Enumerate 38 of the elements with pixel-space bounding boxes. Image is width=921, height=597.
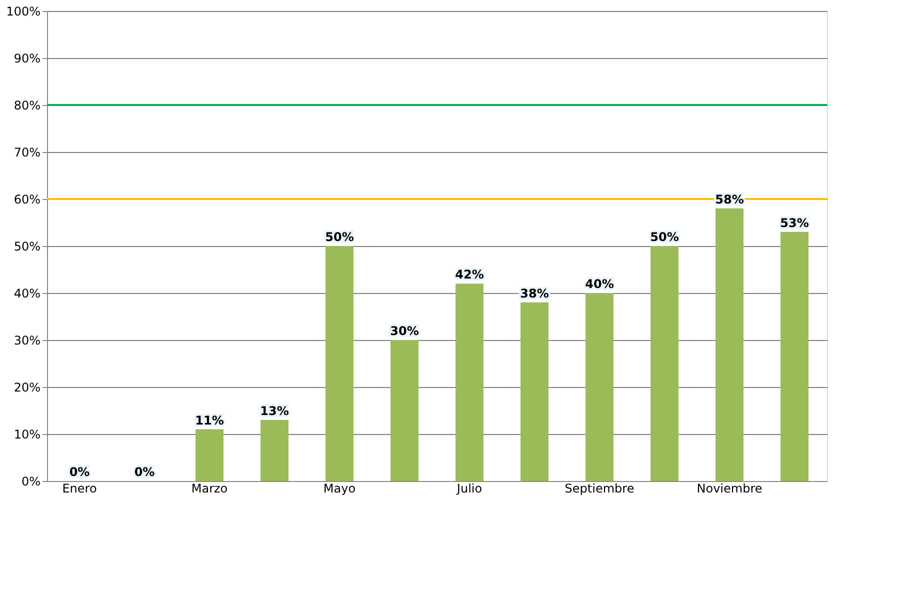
x-tick-label: Mayo <box>323 482 356 496</box>
bar <box>520 302 548 481</box>
bar <box>456 284 484 481</box>
x-tick-label: Enero <box>62 482 97 496</box>
y-tick-label: 70% <box>14 146 40 160</box>
data-label: 0% <box>134 465 155 479</box>
bar <box>586 293 614 481</box>
data-label: 50% <box>650 230 679 244</box>
x-tick-label: Julio <box>456 482 482 496</box>
bar <box>780 232 808 481</box>
data-label: 11% <box>195 413 224 428</box>
bar <box>260 420 288 481</box>
data-label: 13% <box>260 404 289 418</box>
y-tick-label: 20% <box>14 380 40 394</box>
y-tick-label: 50% <box>14 240 40 254</box>
data-label: 0% <box>69 465 90 479</box>
bar <box>326 246 354 481</box>
data-label: 53% <box>780 216 809 230</box>
y-tick-label: 100% <box>6 4 40 18</box>
bar <box>650 246 678 481</box>
bar <box>390 340 418 481</box>
x-tick-label: Septiembre <box>564 482 634 496</box>
x-tick-label: Noviembre <box>696 482 762 496</box>
y-tick-label: 90% <box>14 52 40 66</box>
data-label: 38% <box>520 286 549 300</box>
data-label: 50% <box>325 230 354 244</box>
y-tick-label: 10% <box>14 428 40 442</box>
y-tick-label: 40% <box>14 286 40 300</box>
x-tick-label: Marzo <box>191 482 228 496</box>
y-tick-label: 30% <box>14 334 40 348</box>
y-tick-label: 60% <box>14 192 40 206</box>
data-label: 40% <box>585 277 614 291</box>
data-label: 30% <box>390 324 419 338</box>
y-tick-label: 0% <box>21 474 40 488</box>
data-label: 42% <box>455 268 484 282</box>
bar <box>716 208 744 481</box>
bar <box>196 429 224 481</box>
y-tick-label: 80% <box>14 98 40 112</box>
